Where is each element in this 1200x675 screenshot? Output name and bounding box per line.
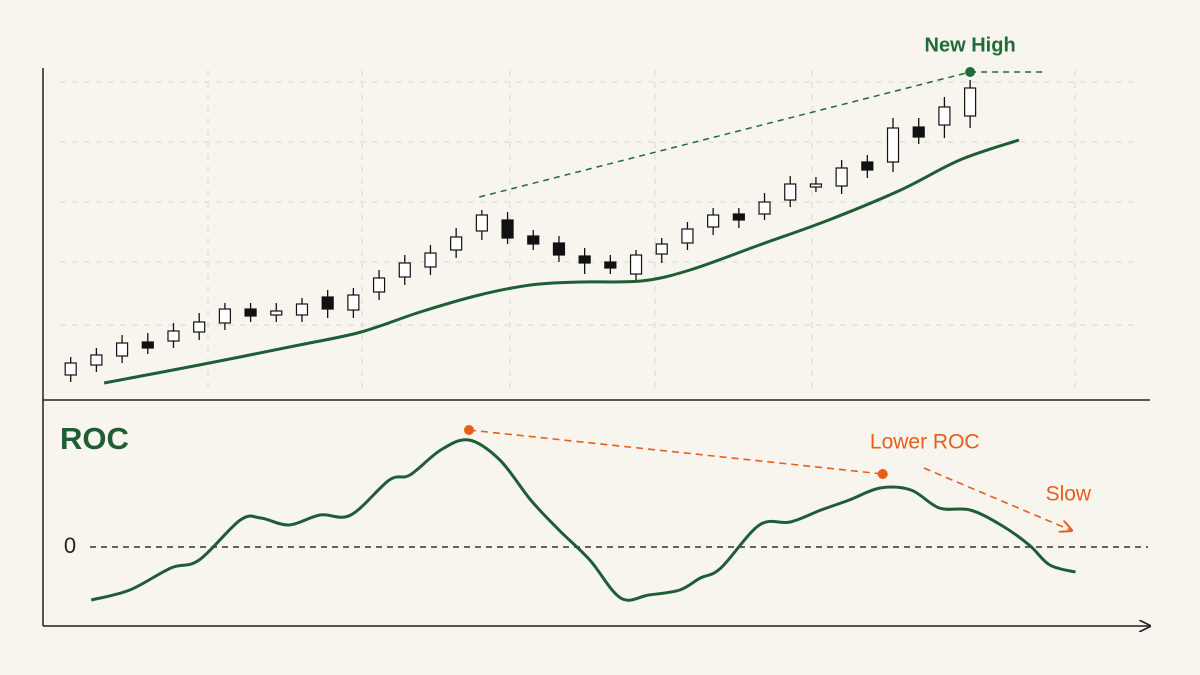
annotation-label: Slow <box>1046 483 1092 506</box>
panel-title: ROC <box>60 421 129 456</box>
annotation-label: New High <box>925 34 1016 56</box>
candle-body <box>424 252 437 268</box>
annotation-label: Lower ROC <box>870 431 980 454</box>
candle-body <box>167 330 180 342</box>
candle-body <box>809 183 823 188</box>
moving-average <box>103 138 1020 385</box>
candle-body <box>835 167 848 187</box>
candle-body <box>270 310 283 316</box>
candle-body <box>552 242 566 256</box>
candle-body <box>861 161 874 171</box>
candle-body <box>758 201 771 215</box>
candle-body <box>347 294 360 311</box>
candle-body <box>295 303 309 316</box>
candle-body <box>604 261 617 269</box>
candle-body <box>193 321 206 333</box>
candle-body <box>450 236 463 251</box>
candle-body <box>501 219 514 239</box>
candle-body <box>681 228 694 244</box>
annotation-point <box>877 469 888 479</box>
new-high-point <box>965 67 976 77</box>
candle-body <box>218 308 231 324</box>
candle-body <box>912 126 925 138</box>
candle-body <box>938 106 951 126</box>
candle-body <box>244 308 257 317</box>
candle-body <box>64 362 77 376</box>
candle-body <box>115 342 129 357</box>
candle-body <box>398 262 411 278</box>
candle-body <box>964 87 977 117</box>
annotation-line <box>923 467 1070 530</box>
candle-body <box>578 255 591 264</box>
annotation-point <box>464 425 475 435</box>
candle-body <box>886 127 900 163</box>
candle-body <box>372 277 386 293</box>
candle-body <box>629 254 643 275</box>
trend-line <box>479 71 971 198</box>
candle-body <box>732 213 745 221</box>
candle-body <box>141 341 154 349</box>
grid <box>60 70 1140 390</box>
roc-line <box>90 438 1076 602</box>
candle-body <box>475 214 488 232</box>
candle-body <box>655 243 668 255</box>
annotation-line <box>468 429 883 475</box>
y-tick-label: 0 <box>64 533 76 558</box>
candle-body <box>784 183 797 201</box>
candle-body <box>90 354 103 366</box>
candle-body <box>527 235 540 245</box>
candle-body <box>707 214 720 228</box>
candle-body <box>321 296 334 310</box>
